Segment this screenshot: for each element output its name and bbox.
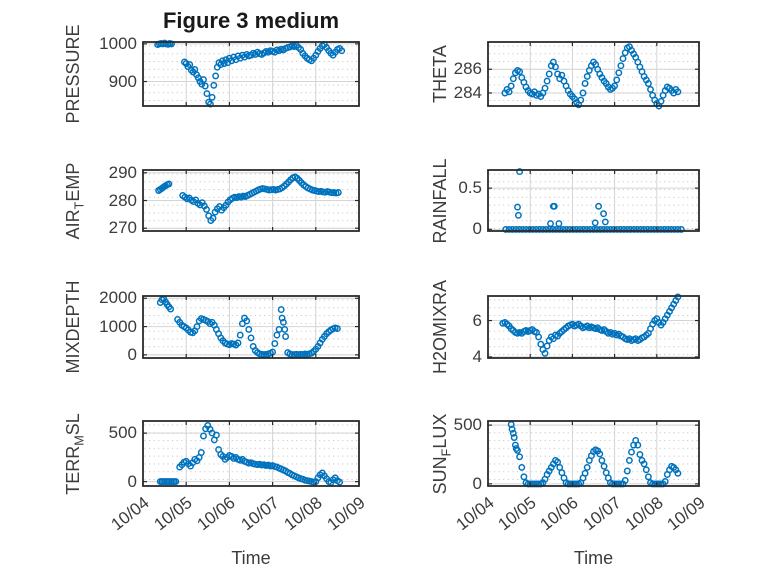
y-tick-label: 0	[127, 344, 137, 364]
terr-msl-axis-label: TERRMSL	[63, 412, 87, 495]
y-tick-label: 500	[108, 423, 137, 443]
x-axis-label-right: Time	[573, 548, 614, 568]
figure-title: Figure 3 medium	[162, 8, 340, 33]
mixdepth-plot-area	[142, 295, 360, 359]
theta-plot-area	[487, 41, 700, 110]
h2omixra-plot-area	[487, 293, 700, 359]
y-tick-label: 2000	[99, 288, 137, 308]
axes-box	[142, 420, 360, 487]
y-tick-label: 286	[453, 59, 482, 79]
air-temp-plot-area	[142, 169, 360, 232]
minor-grid	[488, 170, 699, 231]
y-tick-label: 0	[472, 473, 482, 493]
y-tick-label: 284	[453, 82, 482, 102]
pressure-plot-area	[142, 39, 360, 108]
axes-box	[487, 420, 700, 487]
data-points	[155, 173, 342, 224]
y-tick-label: 0	[127, 471, 137, 491]
subplot-terr-msl	[142, 420, 360, 487]
data-points	[501, 43, 682, 110]
y-tick-label: 900	[108, 71, 137, 91]
subplot-h2omixra	[487, 293, 700, 359]
subplot-theta	[487, 41, 700, 110]
y-tick-label: 1000	[99, 316, 137, 336]
y-tick-label: 290	[108, 162, 137, 182]
data-points	[502, 168, 685, 233]
y-tick-label: 6	[472, 310, 482, 330]
x-axis-label-left: Time	[231, 548, 271, 568]
axes-box	[487, 41, 700, 107]
data-points	[154, 39, 346, 108]
y-tick-label: 4	[472, 346, 482, 366]
subplot-pressure	[142, 39, 360, 108]
subplot-sun-flux	[487, 420, 700, 488]
data-points	[499, 293, 682, 357]
sun-flux-axis-label: SUNFLUX	[430, 413, 454, 494]
axes-box	[487, 169, 700, 232]
y-tick-label: 0	[472, 219, 482, 239]
terr-msl-plot-area	[142, 420, 360, 487]
axes-box	[487, 295, 700, 359]
subplot-mixdepth	[142, 295, 360, 359]
subplot-rainfall	[487, 168, 700, 233]
data-points	[156, 295, 341, 359]
y-tick-label: 500	[453, 415, 482, 435]
y-tick-label: 270	[108, 218, 137, 238]
y-tick-label: 280	[108, 190, 137, 210]
subplot-air-temp	[142, 169, 360, 232]
rainfall-plot-area	[487, 168, 700, 233]
axes-box	[142, 41, 360, 107]
y-tick-label: 1000	[99, 33, 137, 53]
sun-flux-plot-area	[487, 420, 700, 488]
data-points	[156, 421, 344, 487]
minor-grid	[488, 42, 699, 106]
y-tick-label: 0.5	[458, 178, 482, 198]
